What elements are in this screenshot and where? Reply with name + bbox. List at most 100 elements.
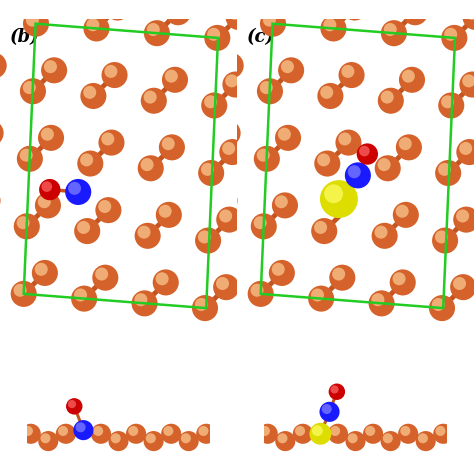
Circle shape <box>99 129 125 155</box>
Circle shape <box>80 154 93 166</box>
Circle shape <box>144 20 170 46</box>
Circle shape <box>192 295 218 321</box>
Circle shape <box>269 260 295 286</box>
Circle shape <box>65 179 91 205</box>
Circle shape <box>435 230 448 244</box>
Circle shape <box>392 272 406 285</box>
Circle shape <box>137 226 151 239</box>
Circle shape <box>450 274 474 300</box>
Circle shape <box>155 272 169 285</box>
Text: (c): (c) <box>246 28 274 46</box>
Circle shape <box>39 179 61 201</box>
Circle shape <box>314 221 327 234</box>
Circle shape <box>161 424 181 444</box>
Circle shape <box>208 326 221 338</box>
Circle shape <box>263 14 276 27</box>
Circle shape <box>438 92 465 118</box>
Circle shape <box>74 218 100 244</box>
Circle shape <box>95 267 108 281</box>
Circle shape <box>342 0 368 20</box>
Circle shape <box>381 431 401 451</box>
Circle shape <box>219 210 232 222</box>
Circle shape <box>181 433 191 443</box>
Circle shape <box>56 424 76 444</box>
Circle shape <box>135 293 147 306</box>
Circle shape <box>165 70 178 82</box>
Circle shape <box>77 151 103 177</box>
Circle shape <box>211 258 224 271</box>
Circle shape <box>390 269 416 295</box>
Circle shape <box>201 92 228 118</box>
Circle shape <box>312 426 323 436</box>
Circle shape <box>374 226 388 239</box>
Circle shape <box>359 146 370 156</box>
Circle shape <box>23 426 33 436</box>
Circle shape <box>329 264 356 291</box>
Circle shape <box>438 163 451 176</box>
Circle shape <box>89 332 115 358</box>
Circle shape <box>17 216 30 229</box>
Circle shape <box>257 149 270 162</box>
Circle shape <box>41 57 67 83</box>
Circle shape <box>216 207 242 233</box>
Circle shape <box>137 155 164 182</box>
Circle shape <box>75 422 86 432</box>
Circle shape <box>159 205 172 218</box>
Circle shape <box>462 74 474 87</box>
Circle shape <box>219 139 246 165</box>
Circle shape <box>225 74 238 87</box>
Circle shape <box>205 323 231 349</box>
Circle shape <box>20 149 33 162</box>
Circle shape <box>254 146 280 172</box>
Circle shape <box>345 0 357 10</box>
Circle shape <box>91 424 111 444</box>
Circle shape <box>332 267 345 281</box>
Circle shape <box>135 223 161 249</box>
Circle shape <box>215 120 241 146</box>
Circle shape <box>328 383 345 400</box>
Circle shape <box>159 134 185 160</box>
Circle shape <box>308 285 334 312</box>
Circle shape <box>165 0 191 25</box>
Circle shape <box>204 95 217 109</box>
Circle shape <box>153 269 179 295</box>
Circle shape <box>266 328 292 354</box>
Circle shape <box>32 330 45 343</box>
Circle shape <box>195 298 208 311</box>
Circle shape <box>162 137 175 150</box>
Circle shape <box>21 424 41 444</box>
Circle shape <box>322 404 332 414</box>
Circle shape <box>275 195 288 208</box>
Circle shape <box>110 433 121 443</box>
Circle shape <box>399 67 425 93</box>
Circle shape <box>216 277 229 290</box>
Circle shape <box>38 125 64 151</box>
Circle shape <box>257 78 283 104</box>
Circle shape <box>441 25 467 51</box>
Circle shape <box>73 420 93 440</box>
Circle shape <box>372 293 384 306</box>
Circle shape <box>92 264 118 291</box>
Circle shape <box>146 433 156 443</box>
Circle shape <box>319 402 339 422</box>
Circle shape <box>401 426 410 436</box>
Circle shape <box>429 295 455 321</box>
Circle shape <box>260 426 270 436</box>
Circle shape <box>312 425 323 436</box>
Circle shape <box>356 144 378 165</box>
Circle shape <box>346 431 365 451</box>
Circle shape <box>348 165 361 178</box>
Circle shape <box>363 424 383 444</box>
Circle shape <box>126 424 146 444</box>
Circle shape <box>453 207 474 233</box>
Circle shape <box>105 0 131 20</box>
Circle shape <box>310 424 330 444</box>
Circle shape <box>374 155 401 182</box>
Circle shape <box>393 202 419 228</box>
Circle shape <box>432 298 445 311</box>
Circle shape <box>83 86 96 99</box>
Circle shape <box>168 2 181 15</box>
Circle shape <box>330 385 338 393</box>
Circle shape <box>38 431 58 451</box>
Circle shape <box>330 426 340 436</box>
